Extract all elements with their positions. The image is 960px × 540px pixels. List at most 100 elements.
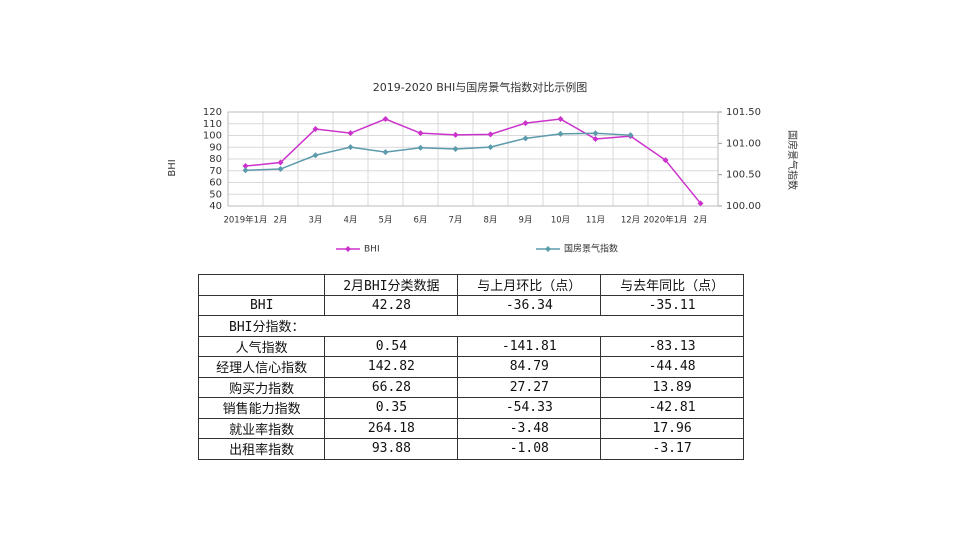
point (242, 167, 249, 174)
point (312, 126, 319, 133)
data-table: 2月BHI分类数据 与上月环比（点） 与去年同比（点） BHI 42.28 -36.34-… (197, 274, 744, 460)
point (627, 132, 634, 139)
y-tick-label: 120 (203, 107, 222, 118)
row-label: BHI分指数： (198, 315, 744, 337)
y-tick-label: 100 (203, 131, 222, 142)
cell: -35.11 (600, 294, 744, 316)
x-tick-label: 9月 (519, 216, 533, 226)
cell: -36.34 (457, 294, 602, 316)
table-row: 就业率指数 264.18 -3.48 17.96 (197, 417, 744, 439)
cell: -1.08 (457, 438, 602, 460)
y-axis-label: BHI (167, 159, 178, 176)
y-tick-label: 60 (209, 178, 222, 189)
point (452, 131, 459, 138)
cell: -42.81 (600, 397, 744, 419)
plot-frame (227, 111, 719, 207)
y-tick-label: 90 (209, 142, 222, 153)
point (347, 144, 354, 151)
y-tick-label: 110 (203, 119, 222, 130)
point (592, 130, 599, 137)
point (277, 166, 284, 173)
row-label: BHI (197, 294, 326, 316)
point (382, 149, 389, 156)
point (487, 131, 494, 138)
x-tick-label: 2月 (694, 216, 708, 226)
x-tick-label: 11月 (586, 216, 605, 226)
header-cell: 2月BHI分类数据 (324, 274, 459, 296)
point (452, 145, 459, 152)
point (697, 200, 704, 207)
table-row: 出租率指数 93.88 -1.08 -3.17 (197, 438, 744, 460)
point (522, 120, 529, 127)
x-tick-label: 3月 (309, 216, 323, 226)
point (662, 157, 669, 164)
cell: 13.89 (600, 376, 744, 398)
cell: -83.13 (600, 335, 744, 357)
cell: 0.35 (324, 397, 459, 419)
cell: 93.88 (324, 438, 459, 460)
cell: 27.27 (457, 376, 602, 398)
legend-label: 国房景气指数 (564, 243, 618, 255)
cell: -141.81 (457, 335, 602, 357)
series-line (245, 118, 702, 204)
cell: 142.82 (324, 356, 459, 378)
header-cell: 与上月环比（点） (457, 274, 602, 296)
cell: 0.54 (324, 335, 459, 357)
point (557, 116, 564, 123)
cell: 84.79 (457, 356, 602, 378)
cell: -3.17 (600, 438, 744, 460)
cell: 17.96 (600, 417, 744, 439)
chart-title: 2019-2020 BHI与国房景气指数对比示例图 (373, 80, 588, 94)
point (382, 116, 389, 123)
y-tick-label: 50 (209, 189, 222, 200)
header-cell (197, 274, 326, 296)
table-row: 销售能力指数 0.35 -54.33 -42.81 (197, 397, 744, 419)
cell: 264.18 (324, 417, 459, 439)
legend-marker (545, 246, 551, 252)
point (277, 159, 284, 166)
table-row: BHI分指数： (198, 315, 744, 337)
x-tick-label: 6月 (414, 216, 428, 226)
x-tick-label: 12月 (621, 216, 640, 226)
x-tick-label: 10月 (551, 216, 570, 226)
chart: 2019-2020 BHI与国房景气指数对比示例图 BHI 国房景气指数 405… (167, 80, 799, 255)
point (417, 130, 424, 137)
point (347, 130, 354, 137)
point (417, 144, 424, 151)
point (522, 135, 529, 142)
row-label: 人气指数 (197, 335, 326, 357)
y2-tick-label: 101.50 (726, 107, 761, 118)
x-tick-label: 4月 (344, 216, 358, 226)
cell: -54.33 (457, 397, 602, 419)
table-header-row: 2月BHI分类数据 与上月环比（点） 与去年同比（点） (197, 274, 744, 296)
table-row: 购买力指数 66.28 27.27 13.89 (197, 376, 744, 398)
point (242, 163, 249, 170)
cell: -3.48 (457, 417, 602, 439)
y-tick-label: 40 (209, 201, 222, 212)
x-tick-label: 8月 (484, 216, 498, 226)
row-label: 购买力指数 (197, 376, 326, 398)
point (487, 144, 494, 151)
cell: 42.28 (324, 294, 459, 316)
table-row: 人气指数 0.54 -141.81 -83.13 (197, 335, 744, 357)
x-tick-label: 5月 (379, 216, 393, 226)
x-tick-label: 7月 (449, 216, 463, 226)
y2-tick-label: 100.50 (726, 170, 761, 181)
x-tick-label: 2020年1月 (643, 215, 687, 226)
row-label: 就业率指数 (197, 417, 326, 439)
legend-marker (345, 246, 351, 252)
x-tick-label: 2月 (274, 216, 288, 226)
series-line (245, 132, 631, 172)
row-label: 出租率指数 (197, 438, 326, 460)
legend-label: BHI (364, 245, 380, 255)
point (557, 130, 564, 137)
x-tick-label: 2019年1月 (223, 215, 267, 226)
point (592, 136, 599, 143)
y2-tick-label: 101.00 (726, 138, 761, 149)
y-tick-label: 70 (209, 166, 222, 177)
y2-axis-label: 国房景气指数 (786, 130, 799, 190)
point (312, 152, 319, 159)
cell: -44.48 (600, 356, 744, 378)
row-label: 销售能力指数 (197, 397, 326, 419)
